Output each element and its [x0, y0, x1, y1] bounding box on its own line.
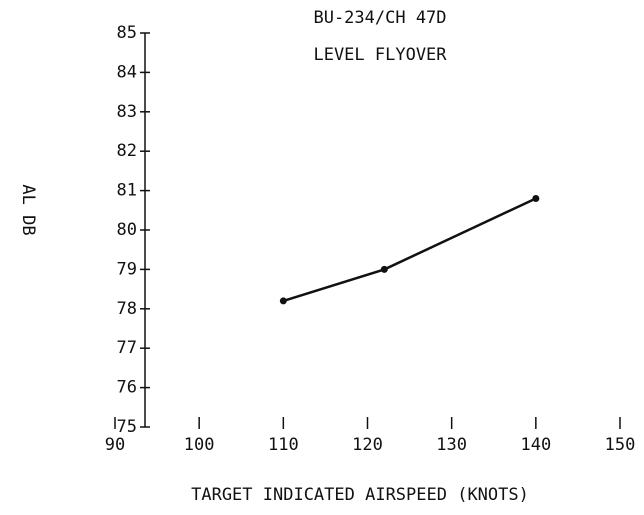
y-tick-label: 85 — [117, 23, 137, 43]
chart-subtitle: LEVEL FLYOVER — [313, 45, 447, 65]
x-tick-label: 90 — [105, 435, 125, 455]
y-tick-label: 75 — [117, 417, 137, 437]
chart-title: BU-234/CH 47D — [313, 8, 446, 28]
y-tick-label: 78 — [117, 299, 137, 319]
y-tick-label: 80 — [117, 220, 137, 240]
y-tick-label: 81 — [117, 181, 137, 201]
data-line — [282, 197, 537, 303]
data-point — [532, 194, 540, 202]
x-tick-label: 140 — [520, 435, 551, 455]
y-tick-label: 77 — [117, 338, 137, 358]
data-point — [380, 265, 388, 273]
y-axis-label: AL DB — [18, 184, 38, 235]
x-axis-label: TARGET INDICATED AIRSPEED (KNOTS) — [191, 485, 529, 505]
x-tick-label: 130 — [436, 435, 467, 455]
y-tick-label: 84 — [117, 62, 137, 82]
data-point — [279, 297, 287, 305]
x-tick-label: 120 — [352, 435, 383, 455]
y-tick-label: 79 — [117, 259, 137, 279]
x-tick-label: 100 — [184, 435, 215, 455]
x-tick-label: 150 — [605, 435, 636, 455]
y-tick-label: 82 — [117, 141, 137, 161]
y-tick-label: 76 — [117, 378, 137, 398]
x-tick-label: 110 — [268, 435, 299, 455]
y-tick-label: 83 — [117, 102, 137, 122]
